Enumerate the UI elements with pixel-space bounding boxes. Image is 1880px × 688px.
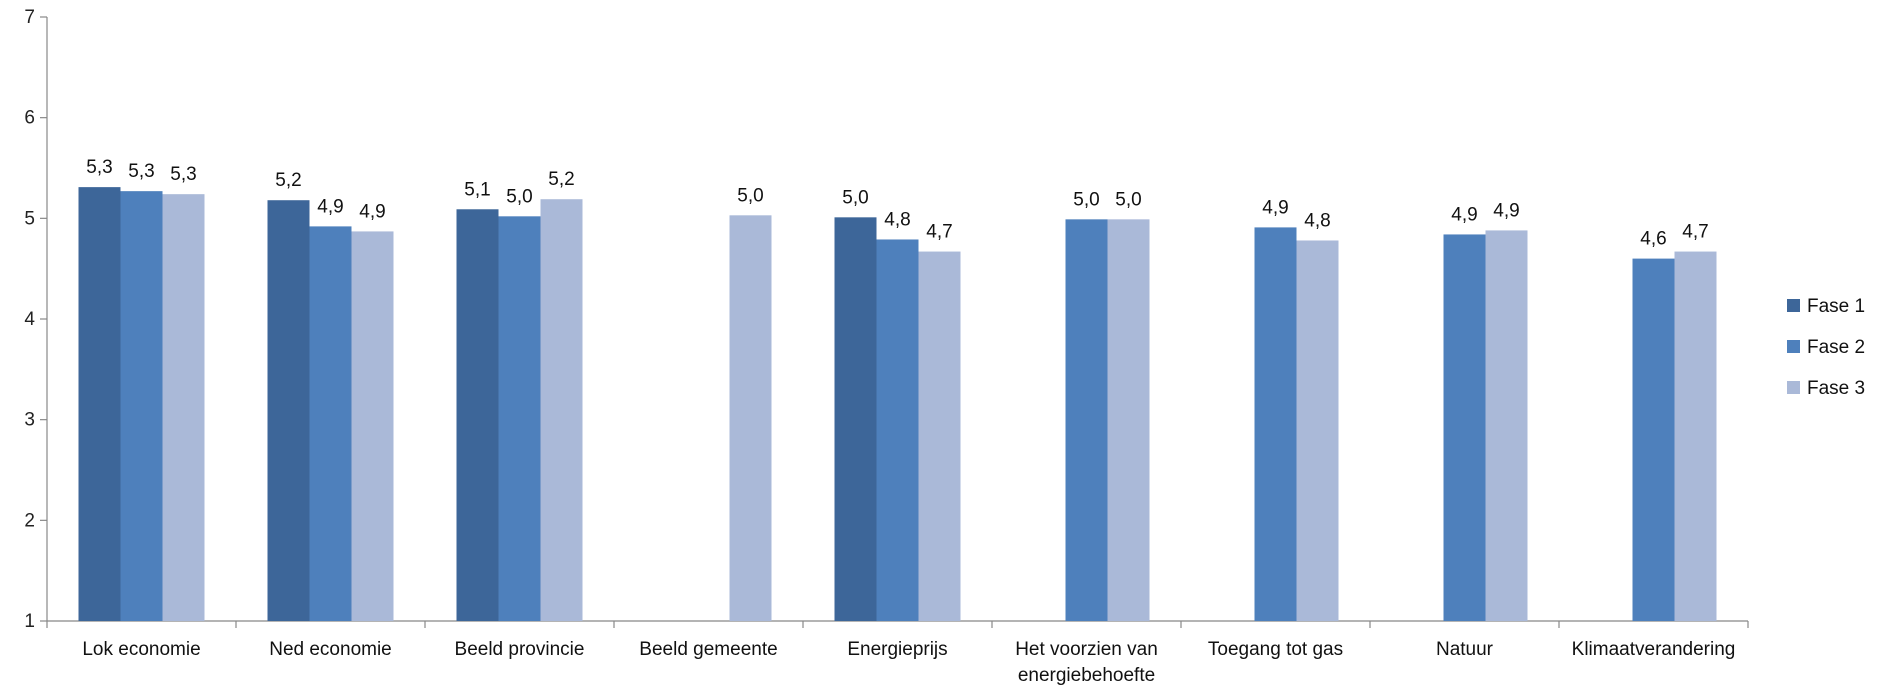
data-label: 4,7 <box>1682 222 1708 243</box>
y-axis: 1 2 3 4 5 6 7 <box>24 7 48 632</box>
x-category-label: Beeld provincie <box>455 639 585 660</box>
x-category-label-line: Klimaatverandering <box>1572 639 1736 660</box>
bar-fase-3 <box>1674 251 1717 621</box>
bar-fase-2 <box>876 239 919 621</box>
x-category-label: Toegang tot gas <box>1208 639 1343 660</box>
legend: Fase 1 Fase 2 Fase 3 <box>1787 296 1865 399</box>
data-label: 5,0 <box>1115 189 1141 210</box>
bar-fase-3 <box>729 215 772 621</box>
x-category-label-line: Ned economie <box>269 639 392 660</box>
x-category-label-line: energiebehoefte <box>1018 665 1155 686</box>
bar-fase-2 <box>1254 227 1297 622</box>
bar-fase-1 <box>267 200 310 622</box>
x-category-label: Klimaatverandering <box>1572 639 1736 660</box>
data-label: 5,3 <box>170 164 196 185</box>
legend-item: Fase 2 <box>1787 337 1865 358</box>
data-label: 4,9 <box>359 201 385 222</box>
bar-fase-3 <box>918 251 961 621</box>
legend-label: Fase 2 <box>1807 337 1865 358</box>
legend-label: Fase 3 <box>1807 378 1865 399</box>
data-label: 4,9 <box>317 196 343 217</box>
legend-item: Fase 3 <box>1787 378 1865 399</box>
data-label: 4,8 <box>884 209 910 230</box>
bar-fase-2 <box>1632 258 1675 621</box>
data-label: 5,2 <box>275 170 301 191</box>
legend-swatch <box>1787 381 1800 394</box>
x-category-label-line: Beeld provincie <box>455 639 585 660</box>
x-category-label-line: Het voorzien van <box>1015 639 1158 660</box>
y-tick-label: 5 <box>24 208 35 229</box>
data-label: 5,1 <box>464 179 490 200</box>
bar-fase-3 <box>162 194 205 621</box>
data-label: 4,9 <box>1451 204 1477 225</box>
data-label: 4,8 <box>1304 210 1330 231</box>
data-label: 5,0 <box>842 187 868 208</box>
bar-fase-3 <box>1296 240 1339 622</box>
y-tick-label: 4 <box>24 309 35 330</box>
data-label: 4,9 <box>1262 197 1288 218</box>
bars <box>78 187 1717 622</box>
x-category-label-line: Toegang tot gas <box>1208 639 1343 660</box>
x-category-label: Het voorzien van energiebehoefte <box>1015 639 1158 686</box>
legend-item: Fase 1 <box>1787 296 1865 317</box>
bar-fase-2 <box>1443 234 1486 621</box>
bar-fase-2 <box>498 216 541 621</box>
data-label: 4,9 <box>1493 200 1519 221</box>
x-category-label: Beeld gemeente <box>639 639 777 660</box>
bar-fase-1 <box>78 187 121 622</box>
x-category-label-line: Beeld gemeente <box>639 639 777 660</box>
y-tick-label: 7 <box>24 7 35 28</box>
y-tick-label: 2 <box>24 510 35 531</box>
legend-swatch <box>1787 299 1800 312</box>
bar-fase-1 <box>834 217 877 621</box>
bar-fase-2 <box>309 226 352 622</box>
x-axis: Lok economie Ned economie Beeld provincie B… <box>46 620 1749 686</box>
data-label: 5,2 <box>548 169 574 190</box>
data-label: 5,3 <box>86 157 112 178</box>
bar-fase-2 <box>120 191 163 622</box>
x-category-label-line: Lok economie <box>82 639 200 660</box>
data-label: 5,0 <box>506 186 532 207</box>
legend-swatch <box>1787 340 1800 353</box>
bar-fase-3 <box>540 199 583 621</box>
y-tick-label: 3 <box>24 410 35 431</box>
data-label: 5,0 <box>737 185 763 206</box>
x-category-label: Natuur <box>1436 639 1494 660</box>
bar-fase-3 <box>1107 219 1150 621</box>
x-category-label: Lok economie <box>82 639 200 660</box>
bar-fase-3 <box>1485 230 1528 621</box>
bar-fase-3 <box>351 231 394 622</box>
x-category-label-line: Natuur <box>1436 639 1494 660</box>
data-label: 5,3 <box>128 161 154 182</box>
y-tick-label: 1 <box>24 611 35 632</box>
data-labels: 5,3 5,3 5,3 5,2 4,9 4,9 5,1 5,0 5,2 5,0 5,0 4,8 4,7 5… <box>86 157 1708 249</box>
x-category-label-line: Energieprijs <box>847 639 947 660</box>
x-category-label: Ned economie <box>269 639 392 660</box>
x-category-label: Energieprijs <box>847 639 947 660</box>
legend-label: Fase 1 <box>1807 296 1865 317</box>
data-label: 5,0 <box>1073 189 1099 210</box>
bar-fase-1 <box>456 209 499 622</box>
y-tick-label: 6 <box>24 108 35 129</box>
data-label: 4,6 <box>1640 229 1666 250</box>
data-label: 4,7 <box>926 222 952 243</box>
bar-fase-2 <box>1065 219 1108 621</box>
